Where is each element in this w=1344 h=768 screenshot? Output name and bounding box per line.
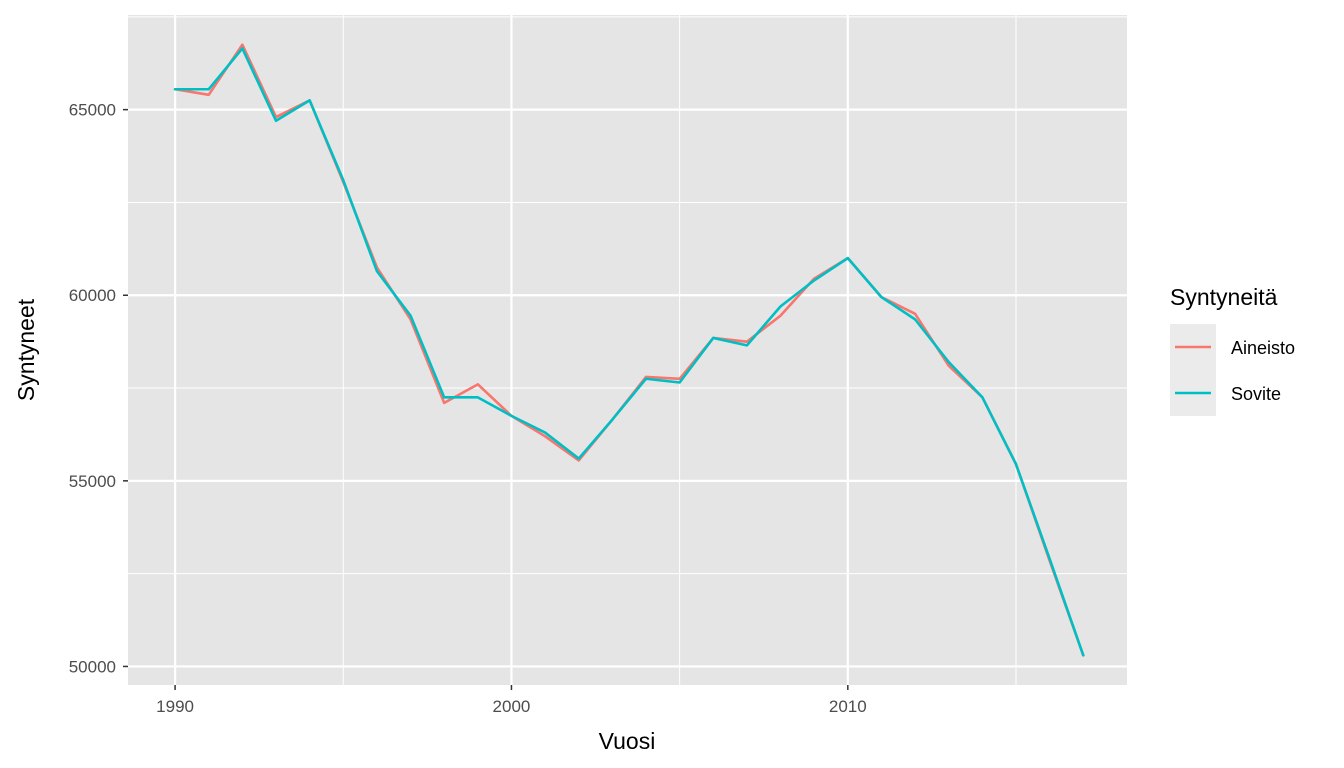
legend-title: Syntyneitä bbox=[1170, 284, 1278, 310]
grid-major bbox=[128, 15, 1127, 685]
legend-label-aineisto: Aineisto bbox=[1231, 338, 1295, 358]
y-tick-label: 60000 bbox=[69, 286, 116, 305]
y-tick-label: 55000 bbox=[69, 472, 116, 491]
x-tick-label: 1990 bbox=[156, 697, 194, 716]
x-axis-title: Vuosi bbox=[599, 728, 656, 754]
legend-label-sovite: Sovite bbox=[1231, 384, 1281, 404]
legend: Syntyneitä Aineisto Sovite bbox=[1170, 284, 1295, 416]
y-axis: 50000 55000 60000 65000 bbox=[69, 101, 128, 676]
y-tick-label: 65000 bbox=[69, 101, 116, 120]
x-axis: 1990 2000 2010 bbox=[156, 685, 867, 716]
x-tick-label: 2010 bbox=[829, 697, 867, 716]
series-layer bbox=[173, 43, 1085, 657]
y-tick-label: 50000 bbox=[69, 657, 116, 676]
y-axis-title: Syntyneet bbox=[13, 298, 39, 401]
grid-minor bbox=[128, 15, 1127, 685]
x-tick-label: 2000 bbox=[493, 697, 531, 716]
series-line-sovite bbox=[173, 47, 1085, 657]
